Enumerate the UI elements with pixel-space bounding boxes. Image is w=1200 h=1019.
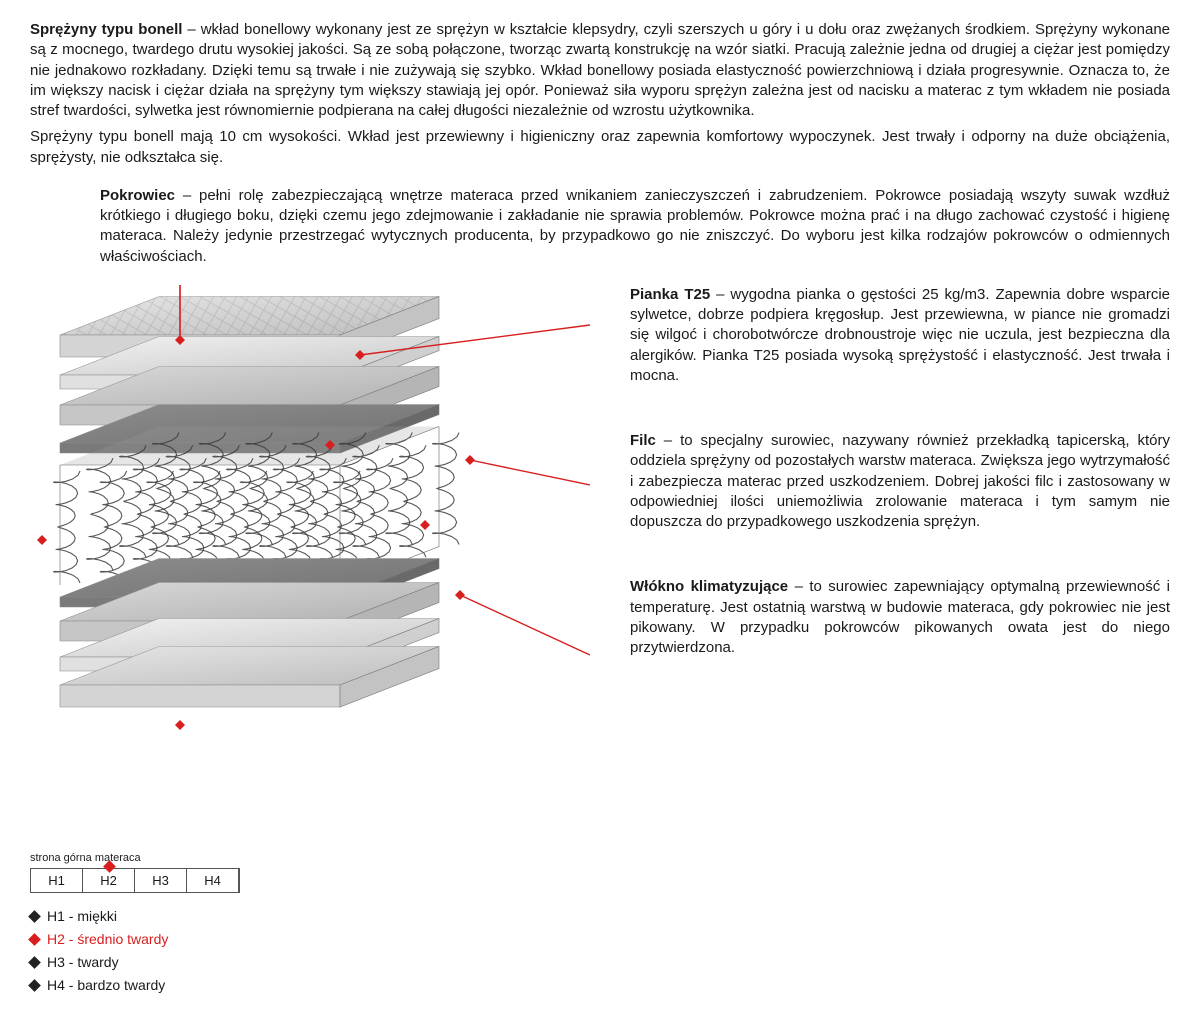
hardness-scale-row: H1H2H3H4 (30, 868, 240, 894)
bonell-heading: Sprężyny typu bonell (30, 21, 182, 38)
exploded-mattress-diagram (30, 285, 590, 805)
diamond-icon (28, 956, 41, 969)
hardness-legend-list: H1 - miękki H2 - średnio twardy H3 - tward… (30, 907, 1170, 995)
note-filc: Filc – to specjalny surowiec, nazywany r… (630, 431, 1170, 532)
paragraph-bonell-1: Sprężyny typu bonell – wkład bonellowy w… (30, 20, 1170, 121)
diagram-column (30, 285, 590, 811)
hardness-cell-h3: H3 (135, 869, 187, 893)
note-pianka: Pianka T25 – wygodna pianka o gęstości 2… (630, 285, 1170, 386)
pianka-text: – wygodna pianka o gęstości 25 kg/m3. Za… (630, 286, 1170, 384)
legend-item-label: H1 - miękki (47, 907, 117, 926)
diamond-icon (28, 933, 41, 946)
legend-item: H3 - twardy (30, 953, 1170, 972)
wlokno-heading: Włókno klimatyzujące (630, 578, 788, 595)
legend-item-label: H3 - twardy (47, 953, 119, 972)
legend-item-label: H2 - średnio twardy (47, 930, 168, 949)
hardness-legend: strona górna materaca H1H2H3H4 H1 - mięk… (30, 851, 1170, 995)
legend-item: H2 - średnio twardy (30, 930, 1170, 949)
legend-item: H1 - miękki (30, 907, 1170, 926)
paragraph-pokrowiec: Pokrowiec – pełni rolę zabezpieczającą w… (100, 186, 1170, 267)
bonell-text-1: – wkład bonellowy wykonany jest ze spręż… (30, 21, 1170, 119)
notes-column: Pianka T25 – wygodna pianka o gęstości 2… (590, 285, 1170, 704)
diamond-icon (28, 979, 41, 992)
legend-title: strona górna materaca (30, 851, 1170, 866)
pokrowiec-heading: Pokrowiec (100, 187, 175, 204)
diagram-row: Pianka T25 – wygodna pianka o gęstości 2… (30, 285, 1170, 811)
note-wlokno: Włókno klimatyzujące – to surowiec zapew… (630, 577, 1170, 658)
legend-item-label: H4 - bardzo twardy (47, 976, 165, 995)
hardness-cell-h1: H1 (31, 869, 83, 893)
pokrowiec-text: – pełni rolę zabezpieczającą wnętrze mat… (100, 187, 1170, 265)
hardness-cell-h4: H4 (187, 869, 239, 893)
diamond-icon (28, 910, 41, 923)
legend-item: H4 - bardzo twardy (30, 976, 1170, 995)
paragraph-bonell-2: Sprężyny typu bonell mają 10 cm wysokośc… (30, 127, 1170, 168)
filc-text: – to specjalny surowiec, nazywany równie… (630, 432, 1170, 530)
filc-heading: Filc (630, 432, 656, 449)
pianka-heading: Pianka T25 (630, 286, 710, 303)
